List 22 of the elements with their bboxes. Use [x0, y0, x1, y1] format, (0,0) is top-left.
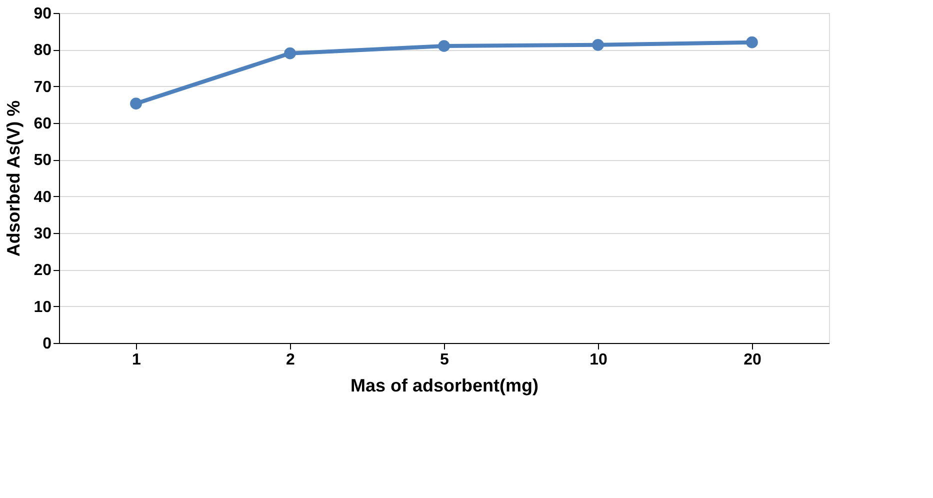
y-tick-label: 40	[34, 188, 52, 206]
y-tick-label: 60	[34, 116, 52, 132]
x-tick-label: 2	[286, 352, 296, 368]
y-tick-label: 30	[34, 226, 52, 242]
x-tick-label: 1	[132, 352, 142, 368]
y-tick-label: 0	[42, 336, 52, 352]
y-tick-label: 90	[34, 6, 52, 22]
point	[438, 40, 450, 52]
point	[592, 38, 604, 51]
point	[130, 98, 142, 110]
x-tick-label: 5	[440, 352, 450, 368]
y-tick-label: 70	[34, 78, 52, 96]
y-tick-label: 20	[34, 262, 52, 280]
x-tick-label: 10	[590, 352, 608, 368]
y-tick-label: 50	[34, 152, 52, 170]
y-tick-label: 80	[34, 42, 52, 60]
point	[746, 36, 758, 48]
y-tick-label: 10	[34, 298, 52, 316]
x-axis-title: Mas of adsorbent(mg)	[350, 376, 539, 396]
x-tick-label: 20	[744, 352, 762, 368]
y-axis-title: Adsorbed As(V) %	[4, 100, 24, 257]
point	[284, 47, 296, 60]
